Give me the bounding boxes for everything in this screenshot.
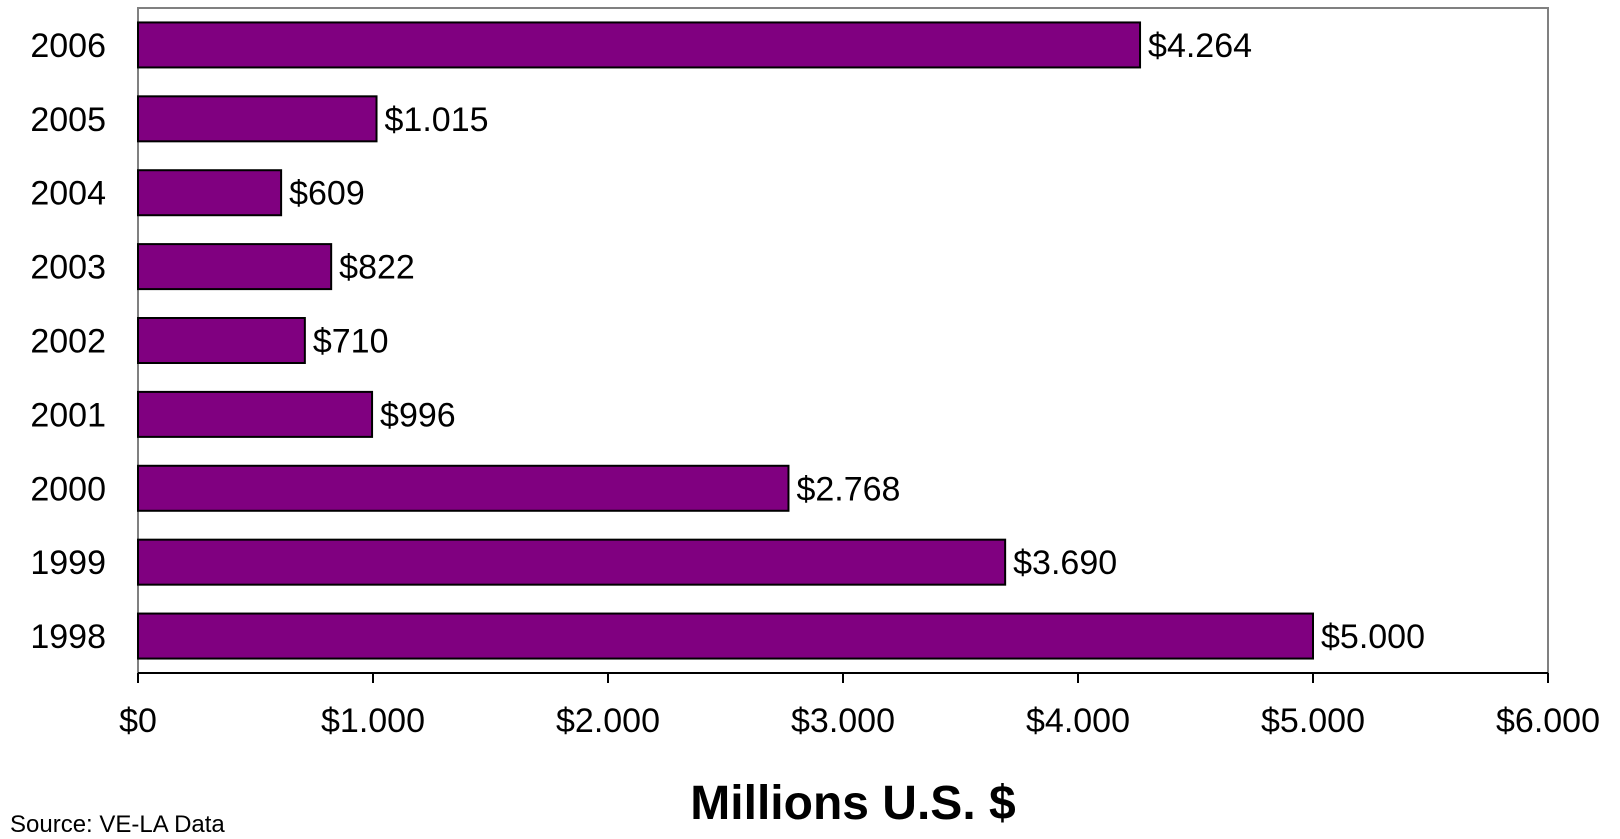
x-tick-label: $2.000 [556, 702, 660, 740]
bar-2003 [137, 243, 333, 291]
bar-2005 [137, 95, 378, 143]
bars-layer: $4.264 $1.015 $609 $822 $710 $996 $2.768 $3.690… [137, 21, 1425, 660]
data-label-2006: $4.264 [1148, 27, 1252, 65]
x-tick-label: $1.000 [321, 702, 425, 740]
category-label-2002: 2002 [30, 323, 106, 361]
category-label-2001: 2001 [30, 396, 106, 434]
category-label-2006: 2006 [30, 27, 106, 65]
category-label-1999: 1999 [30, 544, 106, 582]
data-label-2002: $710 [313, 323, 389, 361]
data-label-2003: $822 [339, 249, 415, 287]
data-label-1998: $5.000 [1321, 618, 1425, 656]
x-axis: $0 $1.000 $2.000 $3.000 $4.000 $5.000 $6.000 [119, 672, 1600, 740]
category-label-2004: 2004 [30, 175, 106, 213]
x-tick-label: $4.000 [1026, 702, 1130, 740]
x-axis-title: Millions U.S. $ [690, 777, 1016, 830]
bar-1999 [137, 538, 1007, 586]
category-label-1998: 1998 [30, 618, 106, 656]
data-label-1999: $3.690 [1013, 544, 1117, 582]
source-note: Source: VE-LA Data [10, 811, 225, 838]
data-label-2000: $2.768 [796, 470, 900, 508]
category-label-2003: 2003 [30, 249, 106, 287]
data-label-2005: $1.015 [385, 101, 489, 139]
category-label-2005: 2005 [30, 101, 106, 139]
data-label-2001: $996 [380, 396, 456, 434]
bar-2004 [137, 169, 283, 217]
bar-2001 [137, 390, 374, 438]
category-label-2000: 2000 [30, 470, 106, 508]
x-tick-label: $6.000 [1496, 702, 1600, 740]
bar-1998 [137, 612, 1314, 660]
bar-2000 [137, 464, 790, 512]
bar-2006 [137, 21, 1142, 69]
x-tick-label: $5.000 [1261, 702, 1365, 740]
bar-2002 [137, 317, 306, 364]
x-tick-label: $0 [119, 702, 157, 740]
x-tick-label: $3.000 [791, 702, 895, 740]
data-label-2004: $609 [289, 175, 365, 213]
y-axis-category-labels: 2006 2005 2004 2003 2002 2001 2000 1999 1998 [30, 27, 106, 656]
